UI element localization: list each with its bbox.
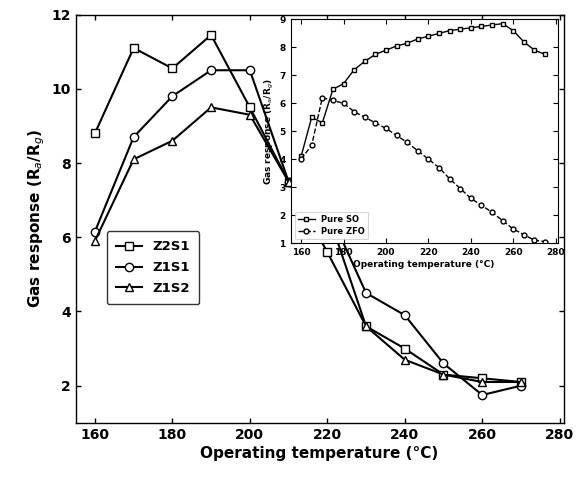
Line: Z2S1: Z2S1 — [91, 31, 525, 386]
Pure SO — [393, 43, 400, 49]
Pure SO — [499, 21, 506, 27]
Z2S1 — [169, 66, 176, 71]
Pure ZFO — [467, 195, 474, 201]
Z2S1 — [479, 375, 486, 381]
Pure ZFO — [404, 139, 411, 145]
Z2S1 — [285, 179, 292, 185]
Pure ZFO — [309, 142, 315, 148]
Pure SO — [510, 28, 517, 34]
Z1S2 — [518, 379, 525, 385]
Z1S2 — [169, 138, 176, 144]
Z2S1 — [91, 130, 98, 136]
Z2S1 — [246, 104, 253, 110]
Pure SO — [531, 47, 538, 53]
Pure SO — [541, 52, 548, 57]
Pure SO — [457, 26, 464, 32]
Pure SO — [404, 40, 411, 46]
Z1S1 — [324, 205, 331, 210]
Pure ZFO — [436, 165, 443, 171]
Pure ZFO — [541, 239, 548, 244]
Pure SO — [351, 67, 358, 72]
X-axis label: Operating temperature (°C): Operating temperature (°C) — [200, 446, 439, 461]
Z1S1 — [285, 179, 292, 185]
Pure ZFO — [340, 101, 347, 106]
Line: Z1S2: Z1S2 — [91, 103, 525, 386]
Z1S2 — [324, 208, 331, 214]
Pure ZFO — [329, 98, 336, 104]
Line: Z1S1: Z1S1 — [91, 66, 525, 399]
Pure ZFO — [521, 232, 528, 238]
Z1S2 — [207, 104, 214, 110]
Pure ZFO — [499, 218, 506, 224]
Z2S1 — [207, 32, 214, 38]
Line: Pure ZFO: Pure ZFO — [299, 95, 547, 244]
Legend: Z2S1, Z1S1, Z1S2: Z2S1, Z1S1, Z1S2 — [106, 231, 199, 304]
Pure ZFO — [414, 148, 421, 154]
Z1S1 — [479, 392, 486, 398]
Pure SO — [436, 31, 443, 36]
Z2S1 — [440, 372, 447, 378]
Z1S2 — [246, 112, 253, 118]
Pure SO — [467, 25, 474, 31]
Pure ZFO — [457, 186, 464, 191]
Z1S1 — [246, 68, 253, 73]
Y-axis label: Gas response (R$_a$/R$_g$): Gas response (R$_a$/R$_g$) — [26, 129, 47, 308]
Z2S1 — [324, 249, 331, 255]
Pure ZFO — [372, 120, 379, 126]
Pure SO — [478, 23, 485, 29]
Pure SO — [340, 81, 347, 87]
Z1S1 — [207, 68, 214, 73]
Pure SO — [521, 39, 528, 45]
Pure ZFO — [351, 109, 358, 115]
Pure ZFO — [478, 202, 485, 208]
Z1S1 — [363, 290, 370, 296]
Pure SO — [297, 154, 304, 159]
X-axis label: Operating temperature (°C): Operating temperature (°C) — [353, 260, 495, 269]
Z2S1 — [518, 379, 525, 385]
Pure ZFO — [446, 176, 453, 182]
Z1S1 — [91, 229, 98, 235]
Pure ZFO — [425, 156, 432, 162]
Pure SO — [319, 120, 326, 126]
Z1S2 — [130, 156, 137, 162]
Pure ZFO — [489, 209, 496, 215]
Z1S1 — [518, 383, 525, 389]
Pure ZFO — [319, 95, 326, 101]
Z1S1 — [130, 134, 137, 140]
Z1S1 — [169, 93, 176, 99]
Pure SO — [382, 47, 389, 53]
Z2S1 — [401, 346, 408, 351]
Z1S1 — [440, 361, 447, 366]
Z2S1 — [130, 45, 137, 51]
Line: Pure SO: Pure SO — [299, 21, 547, 159]
Pure SO — [372, 52, 379, 57]
Z1S2 — [285, 179, 292, 185]
Pure ZFO — [297, 156, 304, 162]
Pure SO — [446, 28, 453, 34]
Pure ZFO — [361, 114, 368, 120]
Z1S2 — [401, 357, 408, 363]
Z1S2 — [479, 379, 486, 385]
Z1S1 — [401, 312, 408, 318]
Z1S2 — [91, 238, 98, 244]
Z1S2 — [363, 323, 370, 329]
Pure ZFO — [510, 226, 517, 232]
Z2S1 — [363, 323, 370, 329]
Pure SO — [329, 87, 336, 92]
Pure SO — [425, 33, 432, 39]
Pure SO — [309, 114, 315, 120]
Legend: Pure SO, Pure ZFO: Pure SO, Pure ZFO — [295, 212, 368, 239]
Pure SO — [414, 36, 421, 42]
Pure ZFO — [382, 125, 389, 131]
Pure ZFO — [393, 133, 400, 139]
Pure SO — [489, 22, 496, 28]
Pure SO — [361, 58, 368, 64]
Y-axis label: Gas response (R$_a$/R$_g$): Gas response (R$_a$/R$_g$) — [263, 78, 277, 185]
Pure ZFO — [531, 237, 538, 243]
Z1S2 — [440, 372, 447, 378]
